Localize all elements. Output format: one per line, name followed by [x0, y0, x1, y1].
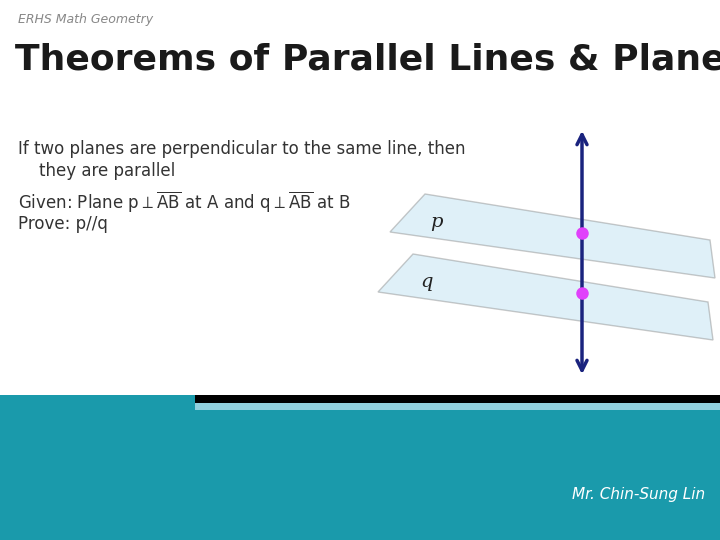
- Text: Given: Plane p$\perp\overline{\rm AB}$ at A and q$\perp\overline{\rm AB}$ at B: Given: Plane p$\perp\overline{\rm AB}$ a…: [18, 190, 351, 215]
- Polygon shape: [195, 395, 720, 403]
- Polygon shape: [378, 254, 713, 340]
- Text: they are parallel: they are parallel: [18, 162, 175, 180]
- Text: ERHS Math Geometry: ERHS Math Geometry: [18, 13, 153, 26]
- Text: Prove: p//q: Prove: p//q: [18, 215, 108, 233]
- Text: If two planes are perpendicular to the same line, then: If two planes are perpendicular to the s…: [18, 140, 466, 158]
- Polygon shape: [195, 403, 720, 410]
- Polygon shape: [390, 194, 715, 278]
- Text: q: q: [420, 273, 433, 291]
- Text: Mr. Chin-Sung Lin: Mr. Chin-Sung Lin: [572, 487, 705, 502]
- Polygon shape: [0, 395, 720, 540]
- Text: Theorems of Parallel Lines & Planes: Theorems of Parallel Lines & Planes: [15, 42, 720, 76]
- Text: p: p: [430, 213, 443, 231]
